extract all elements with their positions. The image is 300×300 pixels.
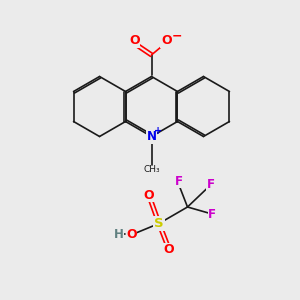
Text: F: F [207,178,214,191]
Text: −: − [172,29,182,43]
Text: O: O [126,227,137,241]
Text: S: S [154,217,164,230]
Text: H: H [114,227,123,241]
Text: CH₃: CH₃ [143,165,160,174]
Text: O: O [144,189,154,202]
Text: F: F [208,208,216,221]
Text: F: F [175,175,182,188]
Text: O: O [129,34,140,47]
Text: O: O [161,34,172,47]
Text: O: O [164,243,174,256]
Text: +: + [154,126,162,136]
Text: N: N [146,130,157,143]
